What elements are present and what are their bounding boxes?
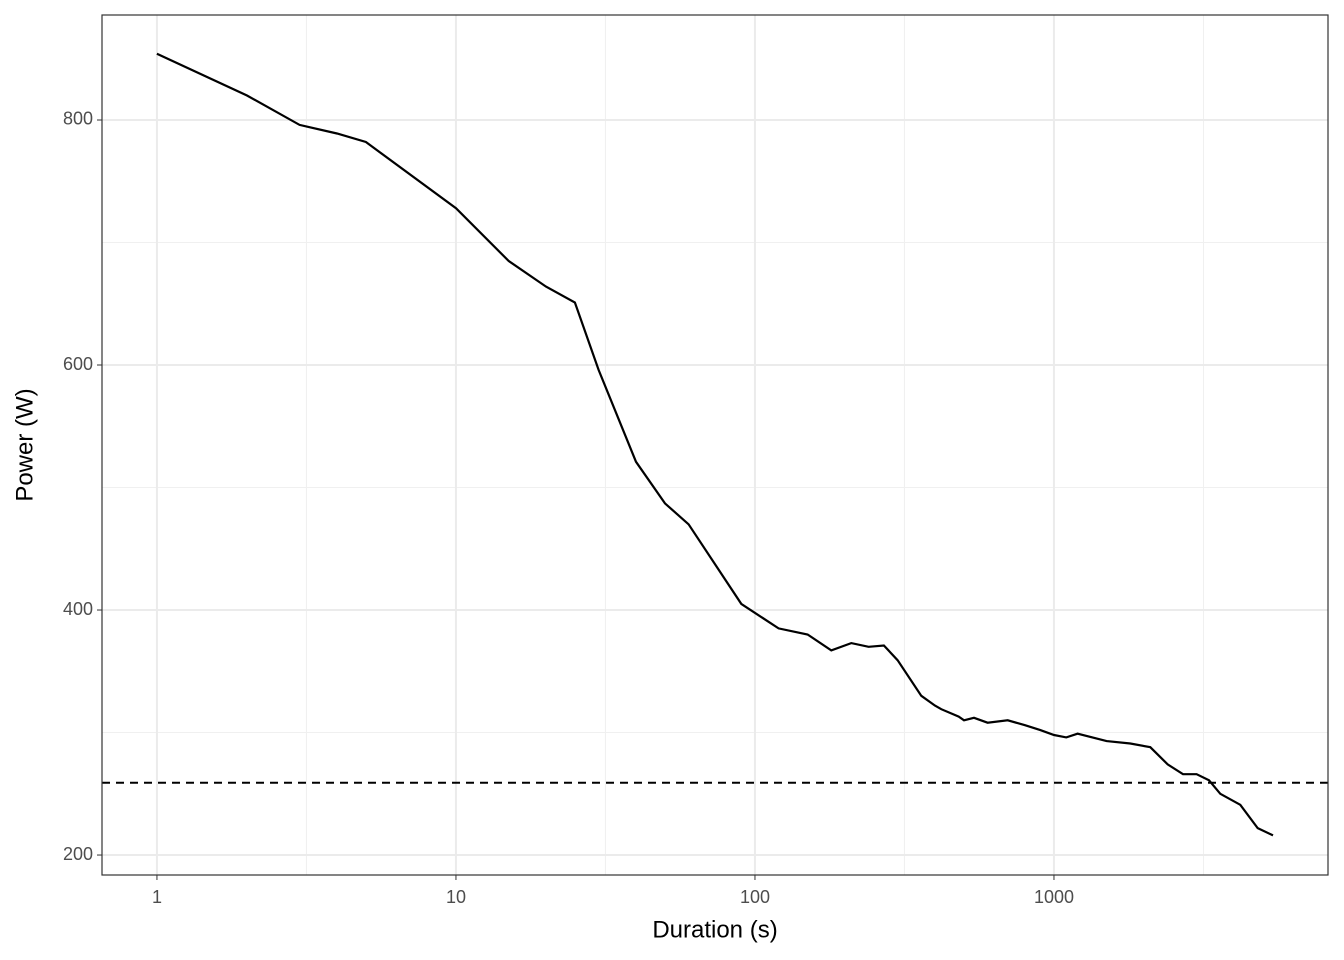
x-tick-label: 10 bbox=[446, 887, 466, 907]
panel-border bbox=[101, 14, 1329, 876]
y-tick-label: 800 bbox=[63, 109, 93, 129]
x-tick-label: 100 bbox=[740, 887, 770, 907]
x-axis-title: Duration (s) bbox=[652, 916, 777, 943]
y-axis-title: Power (W) bbox=[11, 388, 38, 501]
y-tick-label: 600 bbox=[63, 354, 93, 374]
x-tick-label: 1 bbox=[152, 887, 162, 907]
y-tick-label: 200 bbox=[63, 844, 93, 864]
y-tick-label: 400 bbox=[63, 599, 93, 619]
x-tick-label: 1000 bbox=[1034, 887, 1074, 907]
line bbox=[156, 52, 1274, 837]
